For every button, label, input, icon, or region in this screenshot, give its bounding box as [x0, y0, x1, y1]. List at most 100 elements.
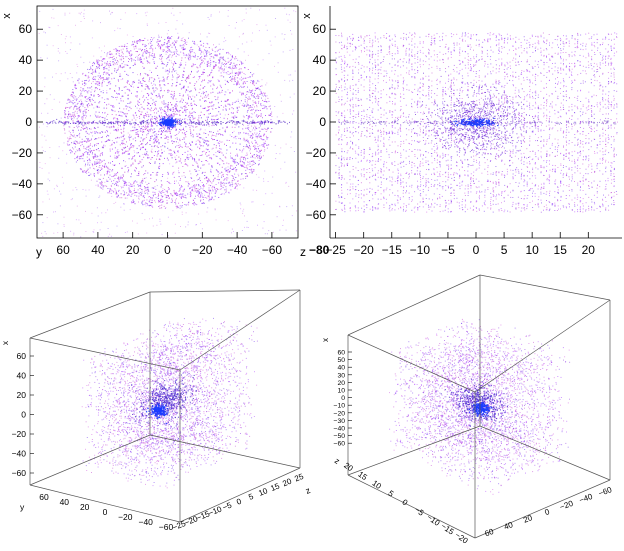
data-point [176, 85, 177, 86]
data-point [65, 42, 66, 43]
data-point [116, 121, 117, 122]
data-point [205, 47, 206, 48]
data-point [157, 185, 158, 186]
data-point [269, 101, 270, 102]
data-point [178, 123, 179, 124]
data-point [268, 115, 269, 116]
data-point [226, 170, 227, 171]
data-point [174, 172, 175, 173]
data-point [169, 72, 170, 73]
data-point [120, 197, 121, 198]
data-point [107, 140, 108, 141]
data-point [261, 139, 262, 140]
data-point [172, 174, 173, 175]
data-point [129, 189, 130, 190]
data-point [106, 166, 107, 167]
data-point [61, 118, 62, 119]
data-point [209, 33, 210, 34]
data-point [166, 22, 167, 23]
data-point [181, 57, 182, 58]
data-point [156, 179, 157, 180]
data-point [133, 202, 134, 203]
data-point [147, 120, 148, 121]
data-point [170, 133, 171, 134]
data-point [164, 146, 165, 147]
data-point [246, 165, 247, 166]
data-point [161, 131, 162, 132]
data-point [200, 180, 201, 181]
data-point [250, 105, 251, 106]
data-point [134, 155, 135, 156]
data-point [252, 136, 253, 137]
data-point [177, 79, 178, 80]
data-point [243, 63, 244, 64]
data-point [79, 107, 80, 108]
data-point [79, 158, 80, 159]
data-point [188, 183, 189, 184]
data-point [243, 78, 244, 79]
data-point [111, 53, 112, 54]
data-point [251, 161, 252, 162]
data-point [152, 116, 153, 117]
data-point [227, 172, 228, 173]
data-point [171, 150, 172, 151]
data-point [57, 186, 58, 187]
data-point [219, 92, 220, 93]
data-point [160, 56, 161, 57]
data-point [123, 176, 124, 177]
data-point [122, 153, 123, 154]
data-point [93, 108, 94, 109]
data-point [258, 146, 259, 147]
data-point [199, 159, 200, 160]
data-point [96, 166, 97, 167]
data-point [252, 93, 253, 94]
data-point [239, 69, 240, 70]
data-point [88, 98, 89, 99]
data-point [92, 135, 93, 136]
data-point [270, 108, 271, 109]
data-point [218, 97, 219, 98]
data-point [123, 187, 124, 188]
data-point [141, 91, 142, 92]
data-point [85, 231, 86, 232]
data-point [236, 122, 237, 123]
data-point [253, 146, 254, 147]
data-point [255, 140, 256, 141]
data-point [222, 57, 223, 58]
data-point [264, 146, 265, 147]
data-point [91, 83, 92, 84]
data-point [175, 104, 176, 105]
data-point [218, 79, 219, 80]
data-point [94, 91, 95, 92]
data-point [115, 190, 116, 191]
data-point [167, 64, 168, 65]
data-point [81, 103, 82, 104]
data-point [278, 72, 279, 73]
data-point [88, 76, 89, 77]
data-point [135, 180, 136, 181]
data-point [123, 136, 124, 137]
data-point [255, 146, 256, 147]
data-point [240, 86, 241, 87]
data-point [285, 183, 286, 184]
data-point [248, 55, 249, 56]
data-point [129, 107, 130, 108]
data-point [107, 173, 108, 174]
data-point [225, 92, 226, 93]
data-point [223, 187, 224, 188]
data-point [134, 188, 135, 189]
data-point [258, 152, 259, 153]
data-point [198, 120, 199, 121]
data-point [151, 126, 152, 127]
data-point [45, 77, 46, 78]
data-point [184, 49, 185, 50]
data-point [208, 82, 209, 83]
data-point [233, 178, 234, 179]
data-point [166, 195, 167, 196]
data-point [218, 171, 219, 172]
data-point [52, 77, 53, 78]
data-point [117, 137, 118, 138]
data-point [107, 79, 108, 80]
data-point [200, 106, 201, 107]
data-point [79, 156, 80, 157]
